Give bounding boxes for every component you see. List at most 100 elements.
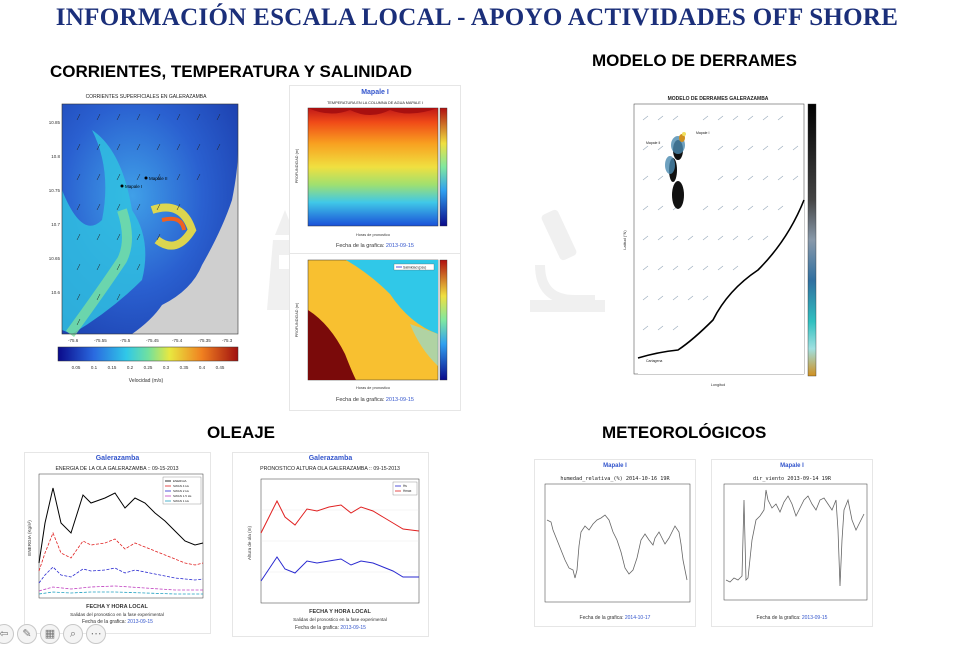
spill-point-label-a: Mapale I bbox=[696, 131, 709, 135]
wave-height-header: Galerazamba bbox=[308, 455, 353, 462]
section-title-currents: CORRIENTES, TEMPERATURA Y SALINIDAD bbox=[50, 62, 413, 81]
y-tick: 10.75 bbox=[49, 188, 61, 193]
x-tick: -75.45 bbox=[146, 338, 159, 343]
page-title: INFORMACIÓN ESCALA LOCAL - APOYO ACTIVID… bbox=[55, 4, 899, 31]
series-hmax bbox=[260, 499, 420, 534]
date-label: Fecha de la grafica: bbox=[295, 625, 339, 631]
legend-item: Hmax bbox=[403, 489, 412, 493]
wave-height-subtitle: Salidas del pronostico en la fase experi… bbox=[293, 617, 387, 622]
temperature-date-caption: Fecha de la grafica: 2013-09-15 bbox=[290, 243, 460, 249]
y-tick: 10.7 bbox=[51, 222, 60, 227]
wind-series bbox=[725, 489, 865, 587]
humidity-series bbox=[546, 514, 688, 581]
wave-height-chart: PRONOSTICO ALTURA OLA GALERAZAMBA :: 09-… bbox=[247, 466, 420, 622]
legend-item: SWAN 1 Hs bbox=[173, 499, 189, 503]
series-energy bbox=[38, 487, 204, 564]
gallery-icon[interactable]: ▦ bbox=[40, 624, 60, 644]
legend-item: ENERGIA bbox=[173, 479, 187, 483]
more-icon[interactable]: ⋯ bbox=[86, 624, 106, 644]
temperature-plot-title: TEMPERATURA EN LA COLUMNA DE AGUA MAPALE… bbox=[327, 101, 423, 105]
date-value: 2013-09-15 bbox=[385, 397, 414, 403]
humidity-panel: Mapale I humedad_relativa_(%) 2014-10-16… bbox=[535, 460, 695, 626]
wave-energy-panel: Galerazamba ENERGIA DE LA OLA GALERAZAMB… bbox=[25, 453, 210, 633]
humidity-chart: humedad_relativa_(%) 2014-10-16 19R bbox=[544, 476, 691, 603]
spill-map-title: MODELO DE DERRAMES GALERAZAMBA bbox=[668, 96, 769, 102]
temperature-ylabel: PROFUNDIDAD (m) bbox=[295, 148, 299, 183]
y-tick: 10.6 bbox=[51, 290, 60, 295]
presentation-toolbar: ⇦ ✎ ▦ ⌕ ⋯ bbox=[0, 622, 106, 647]
wave-energy-date-caption: Fecha de la grafica: 2013-09-15 bbox=[25, 619, 210, 625]
x-tick: -75.3 bbox=[222, 338, 233, 343]
currents-map: CORRIENTES SUPERFICIALES EN GALERAZAMBA bbox=[49, 94, 239, 384]
section-title-waves: OLEAJE bbox=[207, 423, 276, 442]
humidity-date-caption: Fecha de la grafica: 2014-10-17 bbox=[535, 615, 695, 621]
wave-energy-title: ENERGIA DE LA OLA GALERAZAMBA :: 09-15-2… bbox=[55, 466, 178, 472]
spill-colorbar bbox=[807, 103, 817, 377]
salinity-legend: Salinidad (psu) bbox=[403, 266, 426, 270]
salinity-ylabel: PROFUNDIDAD (m) bbox=[295, 302, 299, 337]
wave-height-date-caption: Fecha de la grafica: 2013-09-15 bbox=[233, 625, 428, 631]
temperature-plot-panel: Mapale I TEMPERATURA EN LA COLUMNA DE AG… bbox=[290, 86, 460, 254]
pen-icon[interactable]: ✎ bbox=[17, 624, 37, 644]
spill-map: MODELO DE DERRAMES GALERAZAMBA bbox=[623, 96, 817, 387]
wave-height-ylabel: Altura de ola (m) bbox=[247, 526, 252, 560]
date-label: Fecha de la grafica: bbox=[336, 397, 385, 403]
wave-height-panel: Galerazamba PRONOSTICO ALTURA OLA GALERA… bbox=[233, 453, 428, 636]
colorbar-label: Velocidad (m/s) bbox=[129, 378, 164, 384]
colorbar-tick: 0.3 bbox=[163, 365, 170, 370]
wind-date-caption: Fecha de la grafica: 2013-09-15 bbox=[712, 615, 872, 621]
colorbar-tick: 0.05 bbox=[72, 365, 81, 370]
temperature-plot: TEMPERATURA EN LA COLUMNA DE AGUA MAPALE… bbox=[295, 101, 448, 237]
x-tick: -75.35 bbox=[198, 338, 211, 343]
currents-map-panel: CORRIENTES SUPERFICIALES EN GALERAZAMBA bbox=[42, 90, 250, 394]
spill-xlabel: Longitud bbox=[711, 383, 726, 387]
x-tick: -75.4 bbox=[172, 338, 183, 343]
date-label: Fecha de la grafica: bbox=[336, 243, 385, 249]
wave-height-title: PRONOSTICO ALTURA OLA GALERAZAMBA :: 09-… bbox=[260, 466, 400, 472]
date-value: 2014-10-17 bbox=[624, 615, 651, 621]
x-tick: -75.6 bbox=[68, 338, 79, 343]
date-value: 2013-09-15 bbox=[801, 615, 828, 621]
legend-item: SWAN 1.5 Hs bbox=[173, 494, 192, 498]
colorbar-tick: 0.25 bbox=[144, 365, 153, 370]
salinity-plot: Salinidad (psu) PROFUNDIDAD (m) Horas de… bbox=[295, 259, 448, 390]
legend-item: SWAN 4 Hs bbox=[173, 484, 189, 488]
x-tick: -75.5 bbox=[120, 338, 131, 343]
colorbar-tick: 0.35 bbox=[180, 365, 189, 370]
date-label: Fecha de la grafica: bbox=[82, 619, 126, 625]
date-label: Fecha de la grafica: bbox=[579, 615, 624, 621]
wind-panel: Mapale I dir_viento 2013-09-14 19R Fecha… bbox=[712, 460, 872, 626]
y-tick: 10.85 bbox=[49, 120, 61, 125]
y-tick: 10.65 bbox=[49, 256, 61, 261]
legend-item: SWAN 2 Hs bbox=[173, 489, 189, 493]
series-swan-1hs bbox=[38, 591, 203, 595]
colorbar-tick: 0.1 bbox=[91, 365, 98, 370]
x-tick: -75.55 bbox=[94, 338, 107, 343]
colorbar-tick: 0.45 bbox=[216, 365, 225, 370]
colorbar bbox=[57, 346, 239, 362]
colorbar-tick: 0.4 bbox=[199, 365, 206, 370]
pointer-icon[interactable]: ⇦ bbox=[0, 624, 14, 644]
zoom-icon[interactable]: ⌕ bbox=[63, 624, 83, 644]
mapale-i-label: Mapale I bbox=[125, 184, 142, 189]
temperature-plot-header: Mapale I bbox=[361, 89, 389, 96]
date-label: Fecha de la grafica: bbox=[756, 615, 801, 621]
wave-energy-ylabel: ENERGIA (Kg/s²) bbox=[27, 520, 32, 556]
colorbar-tick: 0.2 bbox=[127, 365, 134, 370]
temperature-xlabel: Horas de pronostico bbox=[356, 233, 390, 237]
wind-title: dir_viento 2013-09-14 19R bbox=[753, 476, 832, 482]
series-swan-15hs bbox=[38, 585, 203, 592]
series-swan-2hs bbox=[38, 566, 204, 584]
legend-item: Hs bbox=[403, 484, 407, 488]
salinity-plot-panel: Salinidad (psu) PROFUNDIDAD (m) Horas de… bbox=[290, 254, 460, 410]
wave-energy-subtitle: Salidas del pronostico en la fase experi… bbox=[70, 612, 164, 617]
date-value: 2013-09-15 bbox=[385, 243, 414, 249]
humidity-title: humedad_relativa_(%) 2014-10-16 19R bbox=[560, 476, 670, 482]
series-hs bbox=[260, 556, 419, 582]
date-value: 2013-09-15 bbox=[340, 625, 366, 631]
wave-height-xlabel: FECHA Y HORA LOCAL bbox=[309, 609, 371, 615]
y-tick: 10.8 bbox=[51, 154, 60, 159]
wind-chart: dir_viento 2013-09-14 19R bbox=[723, 476, 868, 601]
wave-energy-xlabel: FECHA Y HORA LOCAL bbox=[86, 604, 148, 610]
salinity-date-caption: Fecha de la grafica: 2013-09-15 bbox=[290, 397, 460, 403]
